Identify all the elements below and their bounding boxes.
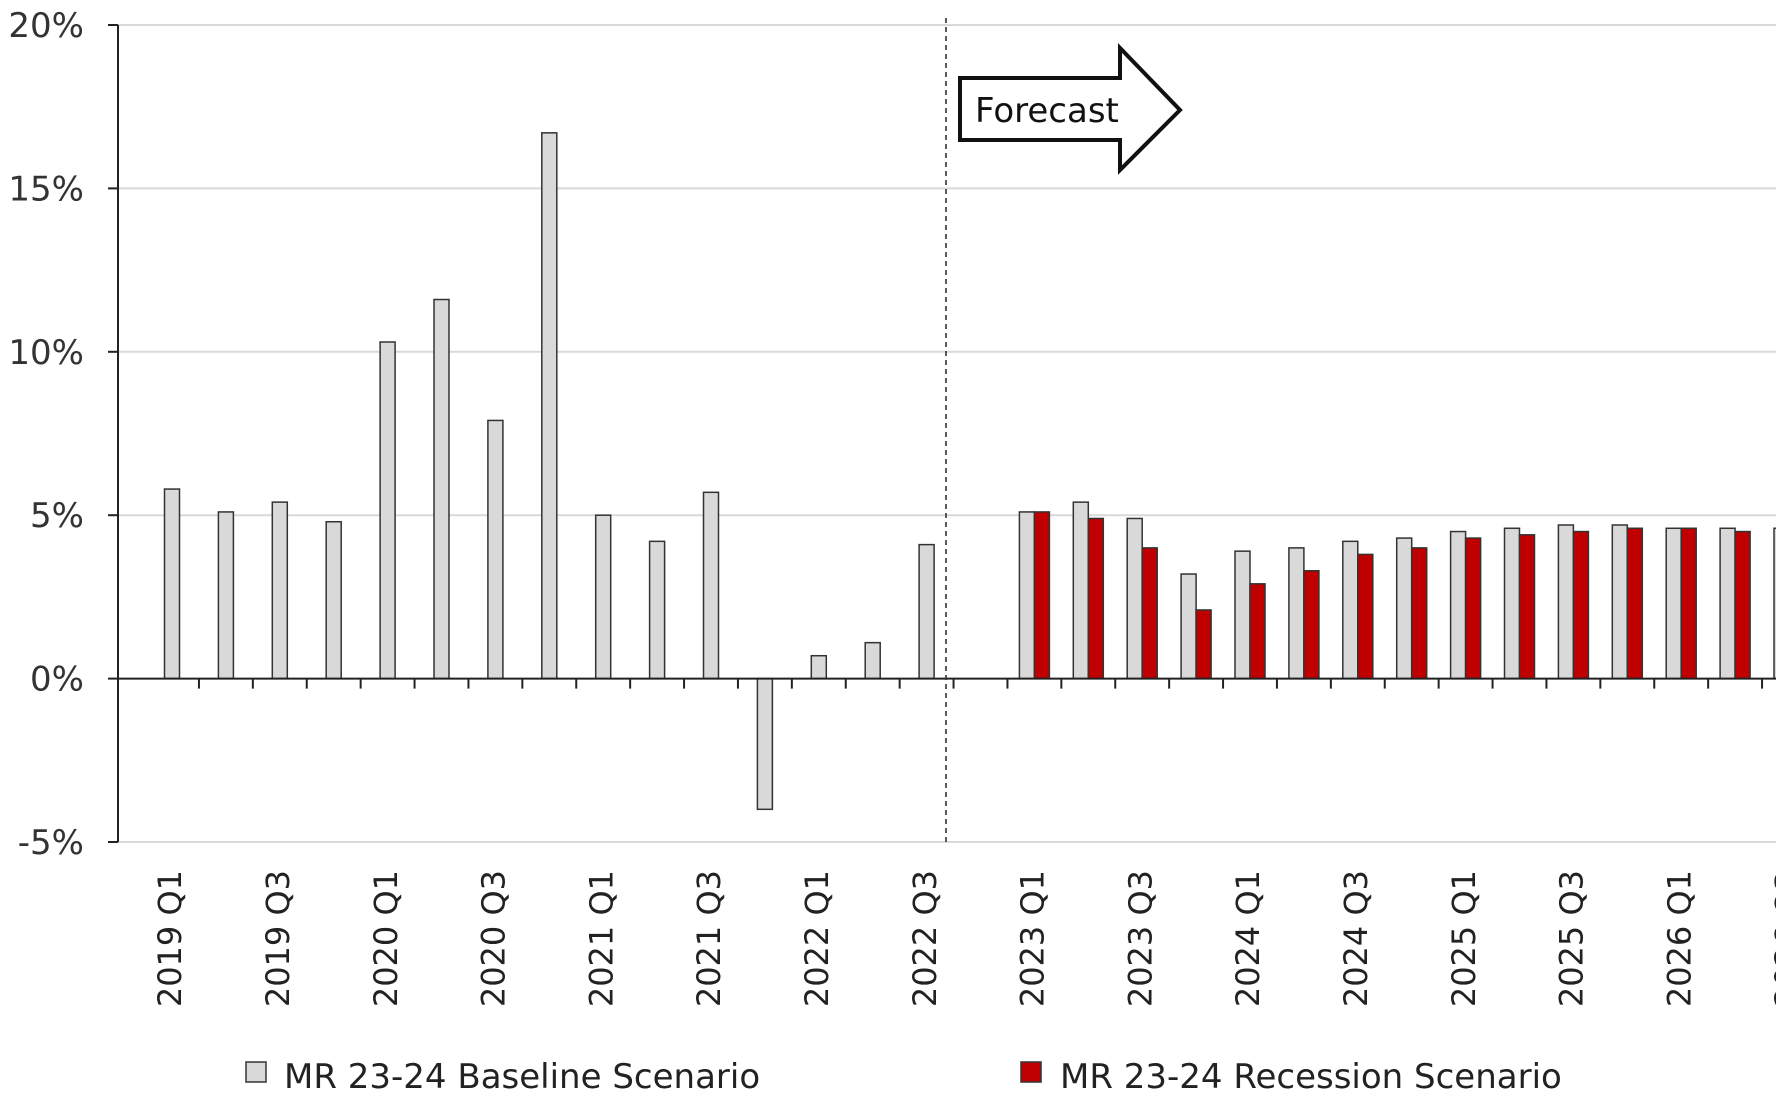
axes xyxy=(108,24,1776,843)
legend-swatch-recession xyxy=(1020,1061,1042,1083)
legend-label-recession: MR 23-24 Recession Scenario xyxy=(1060,1057,1562,1094)
x-tick-label: 2021 Q3 xyxy=(690,870,728,1007)
x-tick-label: 2024 Q3 xyxy=(1337,870,1375,1007)
bar-baseline xyxy=(217,511,235,680)
bar-baseline xyxy=(433,298,450,680)
x-tick-label: 2022 Q3 xyxy=(906,870,944,1007)
bar-baseline xyxy=(918,543,935,680)
bar-baseline xyxy=(1449,530,1467,680)
bars xyxy=(163,132,1776,811)
x-tick-label: 2023 Q3 xyxy=(1121,870,1159,1007)
x-tick-label: 2025 Q3 xyxy=(1553,870,1591,1007)
forecast-annotation: Forecast xyxy=(958,43,1183,175)
bar-baseline xyxy=(648,540,666,680)
x-tick-label: 2024 Q1 xyxy=(1229,870,1267,1007)
bar-recession xyxy=(1572,530,1590,680)
x-tick-label: 2023 Q1 xyxy=(1014,870,1052,1007)
forecast-label: Forecast xyxy=(975,91,1119,131)
bar-recession xyxy=(1141,547,1158,680)
bar-recession xyxy=(1734,530,1751,680)
bar-recession xyxy=(1518,534,1536,680)
y-tick-label: 10% xyxy=(8,333,84,373)
y-tick-label: 5% xyxy=(30,496,84,536)
bar-recession xyxy=(1410,547,1428,680)
bar-baseline xyxy=(1665,527,1682,680)
bar-baseline xyxy=(1611,524,1629,680)
y-tick-label: 15% xyxy=(8,169,84,209)
bar-baseline xyxy=(594,514,612,680)
legend: MR 23-24 Baseline Scenario MR 23-24 Rece… xyxy=(245,1057,1562,1094)
forecast-arrow xyxy=(958,43,1183,175)
gridlines xyxy=(118,24,1776,843)
bar-recession xyxy=(1680,527,1697,680)
bar-baseline xyxy=(1018,511,1036,680)
y-tick-label: 0% xyxy=(30,660,84,700)
bar-recession xyxy=(1195,609,1212,680)
bar-baseline xyxy=(810,654,828,680)
bar-baseline xyxy=(1773,527,1776,680)
bar-baseline xyxy=(864,641,881,680)
bar-recession xyxy=(1087,517,1105,680)
bar-recession xyxy=(1626,527,1644,680)
x-tick-label: 2026 Q3 xyxy=(1768,870,1776,1007)
bar-baseline xyxy=(1180,573,1197,680)
bar-baseline xyxy=(271,501,289,680)
x-tick-label: 2026 Q1 xyxy=(1660,870,1698,1007)
bar-baseline xyxy=(487,419,504,680)
x-tick-label: 2020 Q3 xyxy=(475,870,513,1007)
bar-baseline xyxy=(756,677,774,811)
bar-baseline xyxy=(1126,517,1143,680)
bar-recession xyxy=(1249,583,1266,680)
legend-label-baseline: MR 23-24 Baseline Scenario xyxy=(284,1057,760,1094)
bar-recession xyxy=(1357,553,1374,680)
bar-baseline xyxy=(702,491,720,680)
bar-baseline xyxy=(1234,550,1251,680)
bar-baseline xyxy=(163,488,181,680)
y-tick-labels: 20% 15% 10% 5% 0% -5% xyxy=(8,6,84,863)
bar-baseline xyxy=(379,341,396,680)
x-tick-labels: 2019 Q1 2019 Q3 2020 Q1 2020 Q3 2021 Q1 2021 … xyxy=(151,870,1776,1007)
x-tick-label: 2019 Q3 xyxy=(259,870,297,1007)
bar-recession xyxy=(1464,537,1482,680)
bar-baseline xyxy=(1288,547,1305,680)
bar-baseline xyxy=(1503,527,1521,680)
bar-baseline xyxy=(541,132,558,680)
bar-baseline xyxy=(325,520,342,680)
x-tick-label: 2025 Q1 xyxy=(1445,870,1483,1007)
x-tick-label: 2019 Q1 xyxy=(151,870,189,1007)
bar-baseline xyxy=(1719,527,1736,680)
x-tick-label: 2021 Q1 xyxy=(582,870,620,1007)
x-tick-label: 2020 Q1 xyxy=(367,870,405,1007)
y-tick-label: -5% xyxy=(18,823,84,863)
bar-recession xyxy=(1303,570,1320,680)
bar-baseline xyxy=(1395,537,1413,680)
bar-recession xyxy=(1033,511,1051,680)
bar-baseline xyxy=(1072,501,1090,680)
legend-swatch-baseline xyxy=(245,1061,267,1083)
x-tick-label: 2022 Q1 xyxy=(798,870,836,1007)
y-tick-label: 20% xyxy=(8,6,84,46)
bar-baseline xyxy=(1557,524,1575,680)
bar-baseline xyxy=(1342,540,1359,680)
